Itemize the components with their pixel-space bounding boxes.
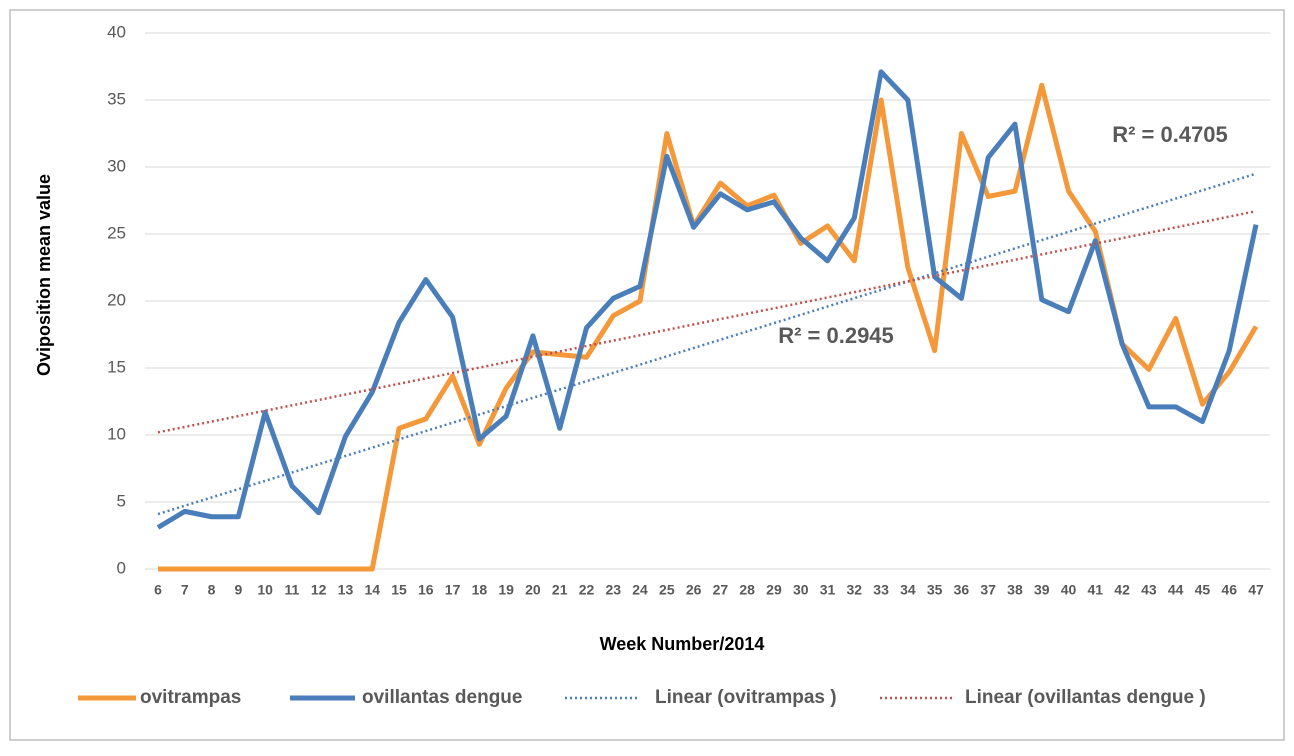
- x-tick-label: 43: [1141, 582, 1157, 598]
- x-tick-label: 45: [1195, 582, 1211, 598]
- x-tick-label: 20: [525, 582, 541, 598]
- x-tick-label: 37: [980, 582, 996, 598]
- x-tick-label: 29: [766, 582, 782, 598]
- x-tick-label: 11: [284, 582, 299, 598]
- x-tick-label: 31: [820, 582, 836, 598]
- x-tick-label: 34: [900, 582, 916, 598]
- legend-label: Linear (ovillantas dengue ): [965, 687, 1206, 708]
- y-tick-label: 20: [107, 290, 126, 309]
- x-tick-label: 23: [605, 582, 621, 598]
- x-tick-label: 36: [954, 582, 970, 598]
- x-tick-label: 18: [472, 582, 488, 598]
- y-tick-label: 0: [117, 558, 126, 577]
- x-tick-label: 46: [1221, 582, 1237, 598]
- y-tick-label: 25: [107, 223, 126, 242]
- x-tick-label: 30: [793, 582, 809, 598]
- x-tick-label: 13: [338, 582, 354, 598]
- x-tick-label: 16: [418, 582, 434, 598]
- x-tick-label: 17: [445, 582, 461, 598]
- x-tick-label: 9: [234, 582, 242, 598]
- y-tick-label: 30: [107, 156, 126, 175]
- x-tick-label: 47: [1248, 582, 1264, 598]
- x-tick-label: 12: [311, 582, 327, 598]
- x-tick-label: 7: [181, 582, 189, 598]
- y-axis-label: Oviposition mean value: [34, 174, 54, 376]
- r2-annotation: R² = 0.4705: [1112, 122, 1228, 147]
- series-line: [156, 69, 1259, 530]
- x-tick-label: 6: [154, 582, 162, 598]
- legend-label: Linear (ovitrampas ): [655, 687, 837, 708]
- x-tick-label: 32: [847, 582, 863, 598]
- x-tick-label: 24: [632, 582, 648, 598]
- x-tick-label: 38: [1007, 582, 1023, 598]
- x-tick-label: 41: [1088, 582, 1104, 598]
- x-tick-label: 10: [257, 582, 273, 598]
- series-line: [158, 82, 1259, 572]
- x-tick-label: 21: [552, 582, 568, 598]
- x-tick-label: 14: [364, 582, 380, 598]
- y-tick-label: 40: [107, 22, 126, 41]
- x-tick-label: 42: [1114, 582, 1130, 598]
- legend-label: ovillantas dengue: [362, 687, 522, 708]
- x-tick-label: 22: [579, 582, 595, 598]
- y-tick-label: 35: [107, 89, 126, 108]
- x-tick-label: 40: [1061, 582, 1077, 598]
- x-tick-label: 26: [686, 582, 702, 598]
- x-tick-label: 33: [873, 582, 889, 598]
- x-tick-label: 39: [1034, 582, 1050, 598]
- y-tick-label: 10: [107, 424, 126, 443]
- x-tick-label: 19: [498, 582, 514, 598]
- r2-annotation: R² = 0.2945: [778, 323, 894, 348]
- trend-line: [157, 209, 1257, 434]
- legend-label: ovitrampas: [140, 687, 241, 708]
- x-tick-label: 44: [1168, 582, 1184, 598]
- y-tick-label: 5: [117, 491, 126, 510]
- x-axis-label: Week Number/2014: [600, 634, 765, 654]
- x-tick-label: 8: [208, 582, 216, 598]
- x-tick-label: 28: [739, 582, 755, 598]
- x-tick-label: 15: [391, 582, 407, 598]
- chart-border: [9, 9, 1285, 741]
- trend-line: [157, 172, 1257, 516]
- x-tick-label: 25: [659, 582, 675, 598]
- x-tick-label: 35: [927, 582, 943, 598]
- y-tick-label: 15: [107, 357, 126, 376]
- x-tick-label: 27: [713, 582, 729, 598]
